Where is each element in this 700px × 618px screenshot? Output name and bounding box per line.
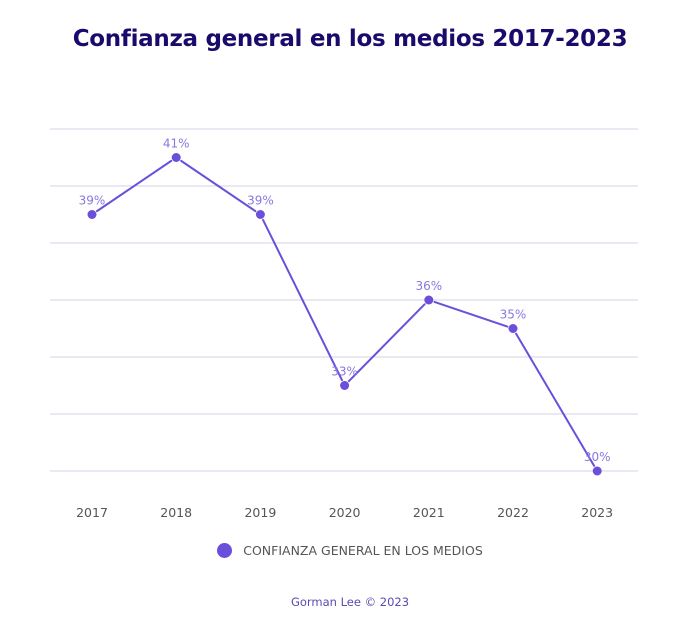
line-segment bbox=[515, 332, 596, 467]
data-point bbox=[424, 295, 434, 305]
series-line bbox=[95, 159, 596, 467]
x-tick-label: 2021 bbox=[413, 505, 445, 520]
x-tick-label: 2019 bbox=[244, 505, 276, 520]
data-points bbox=[87, 153, 602, 476]
x-tick-label: 2022 bbox=[497, 505, 529, 520]
x-tick-label: 2023 bbox=[581, 505, 613, 520]
legend-marker bbox=[217, 543, 233, 558]
data-label: 39% bbox=[79, 194, 106, 208]
data-labels: 39% 41% 39% 33% 36% 35% 30% bbox=[79, 137, 611, 465]
x-tick-label: 2018 bbox=[160, 505, 192, 520]
data-point bbox=[171, 153, 181, 162]
x-axis-tick-labels: 2017 2018 2019 2020 2021 2022 2023 bbox=[76, 505, 613, 520]
data-point bbox=[340, 381, 350, 390]
line-segment bbox=[180, 159, 257, 213]
gridlines bbox=[50, 128, 638, 472]
line-segment bbox=[347, 303, 426, 383]
legend-label: CONFIANZA GENERAL EN LOS MEDIOS bbox=[243, 543, 483, 558]
data-label: 33% bbox=[331, 365, 358, 379]
line-segment bbox=[262, 218, 343, 382]
credit-text: Gorman Lee © 2023 bbox=[290, 595, 410, 609]
x-tick-label: 2017 bbox=[76, 505, 108, 520]
legend: CONFIANZA GENERAL EN LOS MEDIOS bbox=[0, 543, 700, 558]
data-label: 30% bbox=[584, 450, 611, 464]
line-segment bbox=[95, 159, 173, 213]
data-label: 41% bbox=[163, 137, 190, 151]
data-label: 35% bbox=[500, 308, 527, 322]
data-point bbox=[255, 210, 265, 219]
x-tick-label: 2020 bbox=[329, 505, 361, 520]
data-label: 36% bbox=[415, 279, 442, 293]
data-point bbox=[87, 210, 97, 219]
data-point bbox=[592, 466, 602, 476]
data-point bbox=[508, 324, 518, 333]
line-segment bbox=[433, 300, 509, 328]
chart-title: Confianza general en los medios 2017-202… bbox=[72, 26, 628, 52]
line-chart: 2017 2018 2019 2020 2021 2022 2023 39% 41% 39% 33… bbox=[50, 128, 638, 520]
data-label: 39% bbox=[247, 194, 274, 208]
